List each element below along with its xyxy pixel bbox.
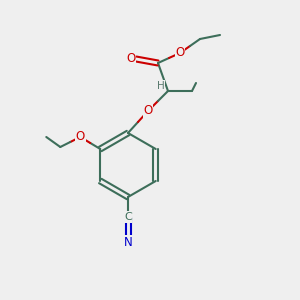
Text: N: N xyxy=(124,236,132,248)
Text: C: C xyxy=(124,212,132,222)
Text: O: O xyxy=(143,104,153,118)
Text: O: O xyxy=(126,52,136,65)
Text: H: H xyxy=(157,81,165,91)
Text: O: O xyxy=(76,130,85,143)
Text: O: O xyxy=(176,46,184,59)
